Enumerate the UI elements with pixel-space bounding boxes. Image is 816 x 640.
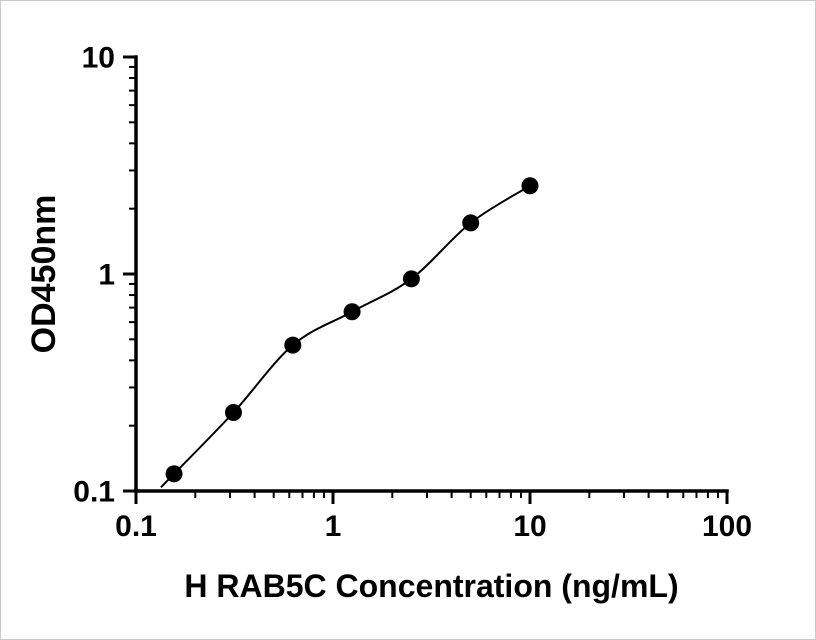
data-point xyxy=(343,303,361,321)
y-tick-label: 0.1 xyxy=(73,476,115,509)
data-point xyxy=(284,336,302,354)
data-point xyxy=(462,214,480,232)
x-tick-label: 100 xyxy=(702,510,752,543)
x-tick-label: 1 xyxy=(325,510,342,543)
fit-curve xyxy=(160,184,531,489)
y-axis-title: OD450nm xyxy=(25,195,63,354)
data-point xyxy=(224,404,242,422)
y-tick-label: 10 xyxy=(82,42,115,75)
data-point xyxy=(165,465,183,483)
x-tick-label: 10 xyxy=(513,510,546,543)
data-point xyxy=(402,270,420,288)
x-tick-label: 0.1 xyxy=(115,510,157,543)
y-tick-label: 1 xyxy=(98,259,115,292)
x-axis-title: H RAB5C Concentration (ng/mL) xyxy=(184,568,678,604)
data-point xyxy=(521,177,539,195)
